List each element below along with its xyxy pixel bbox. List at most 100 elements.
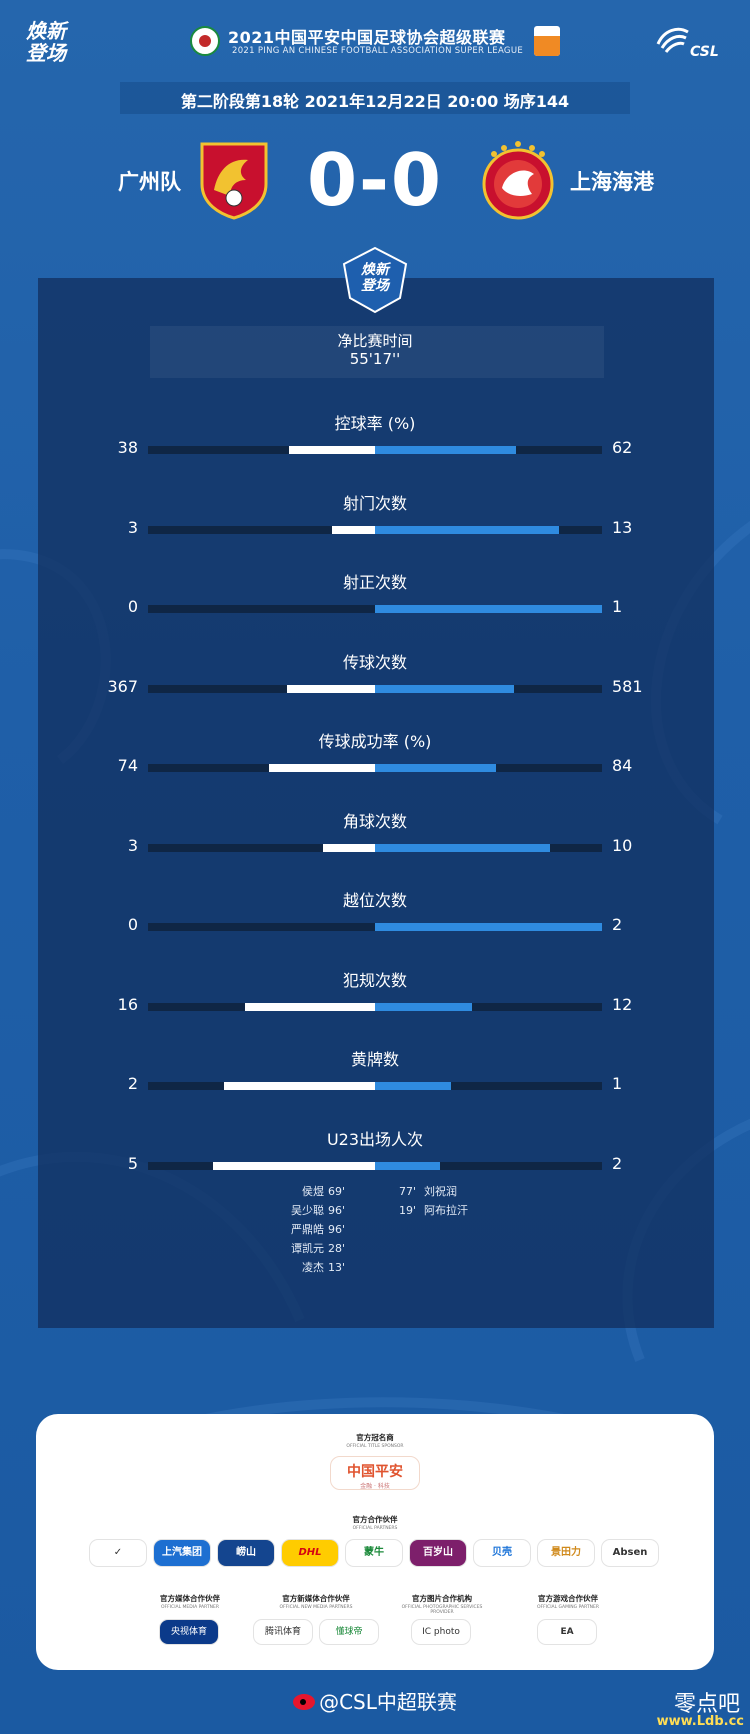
cfa-emblem-icon <box>190 26 220 56</box>
media-cctv-sports: 央视体育 <box>160 1620 218 1644</box>
stat-away-value: 13 <box>612 517 633 537</box>
partner-nike: ✓ <box>90 1540 146 1566</box>
stat-home-value: 3 <box>127 835 138 855</box>
stat-row: 控球率 (%) 38 62 <box>0 410 750 470</box>
u23-home-minute: 28' <box>328 1242 346 1255</box>
stat-title: 越位次数 <box>342 891 407 910</box>
partner-absen: Absen <box>602 1540 658 1566</box>
away-team-name: 上海海港 <box>570 170 654 194</box>
title-sponsor-heading: 官方冠名商 OFFICIAL TITLE SPONSOR <box>346 1433 404 1449</box>
score: 0-0 <box>306 138 444 222</box>
weibo-icon <box>293 1694 316 1710</box>
campaign-logo: 焕新 登场 <box>26 19 66 65</box>
stat-row: 犯规次数 16 12 <box>0 967 750 1027</box>
csl-text: CSL <box>690 44 719 60</box>
stat-row: 传球次数 367 581 <box>0 649 750 709</box>
stat-away-bar <box>375 843 550 852</box>
stat-home-value: 5 <box>127 1153 138 1173</box>
stat-home-bar <box>245 1002 375 1011</box>
stat-row: 射正次数 0 1 <box>0 569 750 629</box>
u23-home-name: 凌杰 <box>302 1261 324 1274</box>
match-time-box <box>150 326 604 378</box>
partner-saic: 上汽集团 <box>154 1540 210 1566</box>
stat-title: 黄牌数 <box>350 1050 399 1069</box>
stat-row: 传球成功率 (%) 74 84 <box>0 728 750 788</box>
stat-away-value: 84 <box>612 756 633 775</box>
u23-away-minute: 19' <box>398 1204 416 1217</box>
u23-away-names: 刘祝润 阿布拉汗 <box>424 1182 484 1220</box>
u23-away-minutes: 77' 19' <box>396 1182 416 1220</box>
stat-away-value: 1 <box>612 597 623 616</box>
guangzhou-crest-icon <box>200 142 268 220</box>
stat-home-bar <box>323 843 375 852</box>
stat-away-bar <box>375 1161 440 1170</box>
stat-away-value: 581 <box>612 676 643 696</box>
stat-home-bar <box>269 764 375 772</box>
stat-away-value: 2 <box>612 1153 623 1173</box>
media-heading-3: 官方图片合作机构 OFFICIAL PHOTOGRAPHIC SERVICES … <box>401 1594 483 1615</box>
match-time-value: 55'17'' <box>349 350 401 368</box>
shanghai-port-crest-icon <box>482 141 554 220</box>
u23-home-minute: 96' <box>328 1204 346 1217</box>
stat-home-bar <box>289 446 375 454</box>
u23-home-minute: 96' <box>328 1223 346 1236</box>
partner-beike: 贝壳 <box>474 1540 530 1566</box>
watermark-url: www.Ldb.cc <box>656 1714 744 1729</box>
match-time-label: 净比赛时间 <box>337 332 413 350</box>
u23-home-name: 吴少聪 <box>291 1204 324 1217</box>
stat-title: 犯规次数 <box>342 970 407 990</box>
stat-away-bar <box>375 923 602 931</box>
stat-home-value: 38 <box>117 438 138 457</box>
media-heading-1: 官方媒体合作伙伴 OFFICIAL MEDIA PARTNER <box>160 1594 220 1610</box>
sponsor-badge-icon <box>534 26 560 56</box>
stat-away-bar <box>375 1002 472 1011</box>
stat-title: 角球次数 <box>342 811 407 831</box>
stat-row: U23出场人次 5 2 <box>0 1126 750 1186</box>
panel-badge-text: 焕新 登场 <box>361 262 389 294</box>
stat-away-bar <box>375 684 514 693</box>
u23-home-name: 严鼎皓 <box>291 1223 324 1236</box>
u23-home-minutes: 69' 96' 96' 28' 13' <box>328 1182 358 1277</box>
partner-mengniu: 蒙牛 <box>346 1540 402 1566</box>
stat-row: 黄牌数 2 1 <box>0 1046 750 1106</box>
stat-title: U23出场人次 <box>326 1129 424 1149</box>
stat-home-value: 3 <box>127 517 138 537</box>
stat-home-bar <box>213 1161 375 1170</box>
media-ea: EA <box>538 1620 596 1644</box>
stat-home-bar <box>332 525 375 534</box>
media-dongqiudi: 懂球帝 <box>320 1620 378 1644</box>
partner-laoshan: 崂山 <box>218 1540 274 1566</box>
stat-title: 射正次数 <box>342 573 407 592</box>
u23-away-name: 刘祝润 <box>424 1185 457 1198</box>
media-heading-2: 官方新媒体合作伙伴 OFFICIAL NEW MEDIA PARTNERS <box>279 1594 353 1610</box>
stat-home-value: 0 <box>127 597 138 616</box>
weibo-handle: @CSL中超联赛 <box>0 1686 750 1715</box>
watermark: 零点吧 <box>673 1692 740 1717</box>
league-subtitle: 2021 PING AN CHINESE FOOTBALL ASSOCIATIO… <box>232 46 524 56</box>
stat-away-value: 62 <box>612 438 633 457</box>
media-tencent-sports: 腾讯体育 <box>254 1620 312 1644</box>
stat-away-value: 2 <box>612 915 623 934</box>
csl-logo-icon <box>656 27 689 53</box>
media-heading-4: 官方游戏合作伙伴 OFFICIAL GAMING PARTNER <box>537 1594 599 1610</box>
stat-title: 控球率 (%) <box>334 414 416 433</box>
u23-away-minute: 77' <box>398 1185 416 1198</box>
media-ic-photo: IC photo <box>412 1620 470 1644</box>
stat-home-bar <box>287 684 375 693</box>
stat-row: 角球次数 3 10 <box>0 808 750 868</box>
stat-home-value: 74 <box>117 756 138 775</box>
stat-home-bar <box>224 1082 375 1090</box>
stat-away-bar <box>375 764 496 772</box>
match-info: 第二阶段第18轮 2021年12月22日 20:00 场序144 <box>180 92 570 111</box>
u23-home-minute: 13' <box>328 1261 346 1274</box>
title-sponsor-logo: 中国平安 金融 · 科技 <box>330 1456 420 1490</box>
match-info-band <box>120 82 630 114</box>
stat-away-value: 10 <box>612 835 633 855</box>
u23-home-name: 谭凯元 <box>291 1242 324 1255</box>
home-team-name: 广州队 <box>118 170 181 194</box>
stat-row: 射门次数 3 13 <box>0 490 750 550</box>
u23-home-minute: 69' <box>328 1185 346 1198</box>
stat-away-value: 1 <box>612 1074 623 1093</box>
u23-home-name: 侯煜 <box>302 1185 324 1198</box>
stat-home-value: 2 <box>127 1074 138 1093</box>
